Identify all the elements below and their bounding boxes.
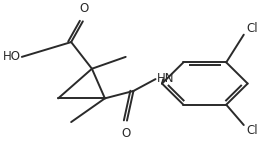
Text: O: O <box>121 127 130 139</box>
Text: Cl: Cl <box>246 124 258 137</box>
Text: HN: HN <box>157 72 174 85</box>
Text: O: O <box>79 2 89 15</box>
Text: Cl: Cl <box>246 22 258 35</box>
Text: HO: HO <box>2 50 21 63</box>
